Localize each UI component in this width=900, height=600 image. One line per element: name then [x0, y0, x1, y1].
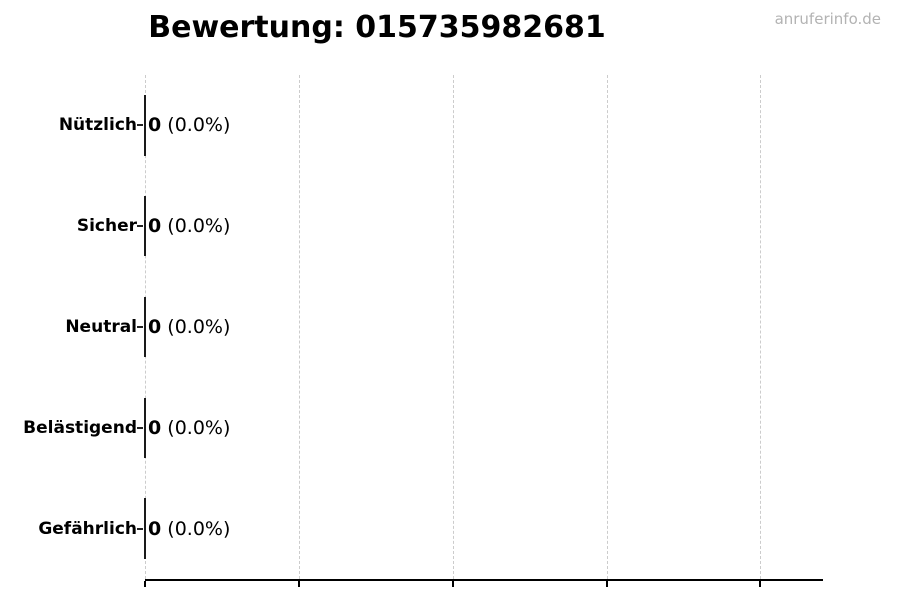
x-axis-tick	[451, 581, 454, 587]
value-percent: (0.0%)	[167, 316, 231, 338]
value-percent: (0.0%)	[167, 416, 231, 439]
value-percent: (0.0%)	[167, 215, 231, 238]
y-axis-tick	[137, 124, 143, 127]
chart-title: Bewertung: 015735982681	[148, 10, 606, 45]
value-percent: (0.0%)	[167, 517, 231, 540]
x-axis-tick	[144, 581, 146, 587]
value-count: 0	[148, 316, 162, 338]
plot-area	[145, 75, 822, 579]
value-count: 0	[148, 114, 162, 137]
value-count: 0	[148, 517, 162, 540]
category-label: Sicher	[76, 216, 137, 237]
vertical-gridline	[298, 75, 300, 579]
bar	[144, 296, 146, 358]
value-count: 0	[148, 215, 162, 238]
bar	[144, 498, 146, 559]
category-label: Neutral	[65, 317, 137, 337]
x-axis-tick	[759, 581, 762, 587]
value-label: 0 (0.0%)	[148, 114, 230, 136]
value-label: 0 (0.0%)	[148, 316, 230, 338]
value-label: 0 (0.0%)	[148, 417, 230, 439]
y-axis-tick	[137, 225, 143, 228]
bar	[144, 195, 146, 257]
vertical-gridline	[452, 75, 454, 579]
watermark-text: anruferinfo.de	[774, 10, 881, 28]
bar	[144, 397, 146, 459]
category-label: Nützlich	[58, 115, 137, 136]
value-label: 0 (0.0%)	[148, 518, 230, 540]
vertical-gridline	[606, 75, 608, 579]
y-axis-tick	[137, 527, 143, 530]
category-label: Belästigend	[23, 417, 137, 438]
x-axis-line	[144, 579, 823, 587]
bar	[144, 95, 146, 156]
category-label: Gefährlich	[38, 518, 137, 539]
x-axis-tick	[605, 581, 608, 587]
value-count: 0	[148, 416, 162, 439]
value-label: 0 (0.0%)	[148, 215, 230, 237]
y-axis-tick	[137, 426, 143, 429]
x-axis-tick	[297, 581, 300, 587]
vertical-gridline	[760, 75, 762, 579]
value-percent: (0.0%)	[167, 114, 231, 137]
y-axis-tick	[137, 326, 143, 328]
